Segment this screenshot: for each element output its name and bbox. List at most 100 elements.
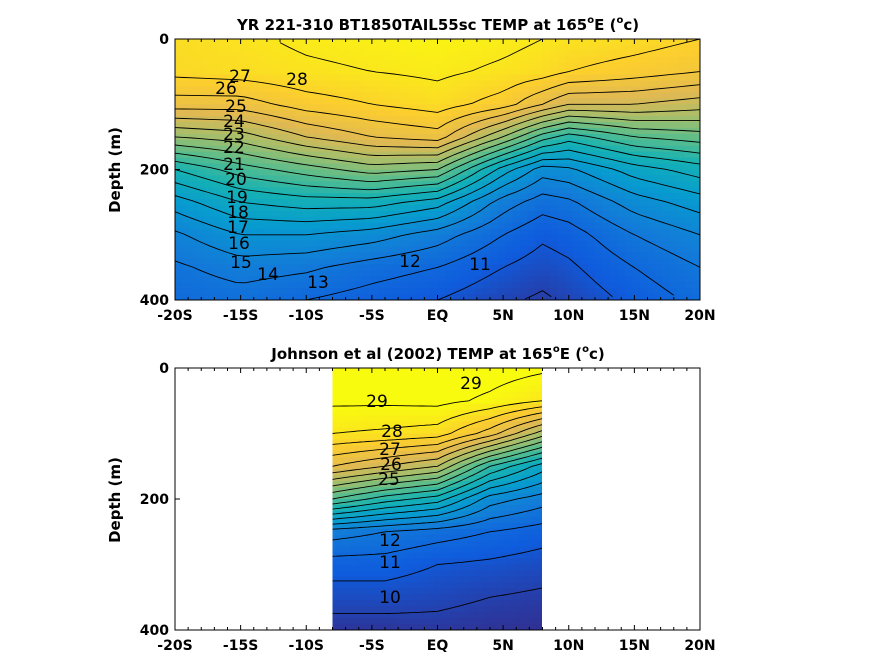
field-cell	[437, 122, 446, 129]
field-cell	[190, 68, 199, 76]
field-cell	[242, 86, 251, 93]
field-cell	[182, 282, 191, 289]
field-cell	[425, 510, 430, 518]
field-cell	[445, 157, 454, 165]
field-cell	[407, 216, 416, 224]
field-cell	[242, 270, 251, 277]
field-cell	[490, 282, 499, 289]
field-cell	[265, 187, 274, 194]
field-cell	[422, 133, 431, 141]
field-cell	[359, 504, 364, 512]
field-cell	[430, 199, 439, 206]
field-cell	[317, 222, 326, 230]
field-cell	[685, 50, 694, 58]
contour-line	[175, 193, 700, 284]
field-cell	[428, 606, 433, 613]
field-cell	[449, 433, 454, 441]
field-cell	[407, 552, 412, 560]
field-cell	[377, 98, 386, 105]
field-cell	[235, 56, 244, 64]
field-cell	[410, 564, 415, 572]
field-cell	[335, 582, 340, 589]
field-cell	[617, 258, 626, 266]
field-cell	[368, 379, 373, 387]
field-cell	[392, 62, 401, 70]
field-cell	[338, 558, 343, 566]
field-cell	[610, 62, 619, 70]
field-cell	[370, 50, 379, 58]
field-cell	[235, 282, 244, 289]
field-cell	[434, 522, 439, 530]
field-cell	[362, 481, 367, 488]
field-cell	[677, 276, 686, 283]
field-cell	[377, 540, 382, 548]
field-cell	[647, 92, 656, 99]
field-cell	[425, 516, 430, 524]
field-cell	[440, 522, 445, 530]
field-cell	[332, 463, 337, 470]
field-cell	[482, 294, 491, 300]
field-cell	[475, 50, 484, 58]
field-cell	[344, 582, 349, 589]
field-cell	[677, 62, 686, 70]
field-cell	[445, 145, 454, 153]
field-cell	[356, 499, 361, 506]
field-cell	[400, 139, 409, 147]
field-cell	[475, 110, 484, 117]
field-cell	[190, 187, 199, 194]
field-cell	[655, 163, 664, 171]
field-cell	[359, 493, 364, 500]
field-cell	[362, 193, 371, 200]
field-cell	[413, 451, 418, 458]
field-cell	[265, 56, 274, 64]
field-cell	[647, 110, 656, 117]
field-cell	[475, 199, 484, 206]
field-cell	[440, 451, 445, 458]
field-cell	[602, 74, 611, 82]
field-cell	[398, 481, 403, 488]
field-cell	[242, 169, 251, 177]
field-cell	[565, 270, 574, 277]
field-cell	[227, 62, 236, 70]
field-cell	[410, 499, 415, 506]
field-cell	[520, 228, 529, 236]
field-cell	[527, 264, 536, 271]
field-cell	[332, 270, 341, 277]
field-cell	[475, 288, 484, 295]
field-cell	[400, 282, 409, 289]
field-cell	[383, 558, 388, 566]
field-cell	[272, 252, 281, 260]
field-cell	[190, 234, 199, 242]
field-cell	[353, 600, 358, 607]
field-cell	[242, 116, 251, 123]
field-cell	[362, 469, 367, 476]
field-cell	[310, 98, 319, 105]
field-cell	[662, 127, 671, 135]
field-cell	[610, 44, 619, 52]
field-cell	[371, 409, 376, 417]
field-cell	[250, 44, 259, 52]
field-cell	[692, 139, 700, 147]
field-cell	[410, 594, 415, 601]
field-cell	[242, 74, 251, 82]
field-cell	[677, 216, 686, 224]
field-cell	[356, 469, 361, 476]
field-cell	[677, 211, 686, 218]
field-cell	[310, 139, 319, 147]
field-cell	[287, 175, 296, 182]
field-cell	[505, 50, 514, 58]
field-cell	[632, 216, 641, 224]
field-cell	[449, 403, 454, 411]
field-cell	[692, 116, 700, 123]
field-cell	[580, 288, 589, 295]
field-cell	[235, 169, 244, 177]
field-cell	[250, 163, 259, 171]
field-cell	[437, 56, 446, 64]
field-cell	[347, 205, 356, 212]
field-cell	[446, 379, 451, 387]
field-cell	[340, 211, 349, 218]
field-cell	[400, 169, 409, 177]
field-cell	[404, 528, 409, 536]
field-cell	[302, 145, 311, 153]
field-cell	[434, 457, 439, 464]
